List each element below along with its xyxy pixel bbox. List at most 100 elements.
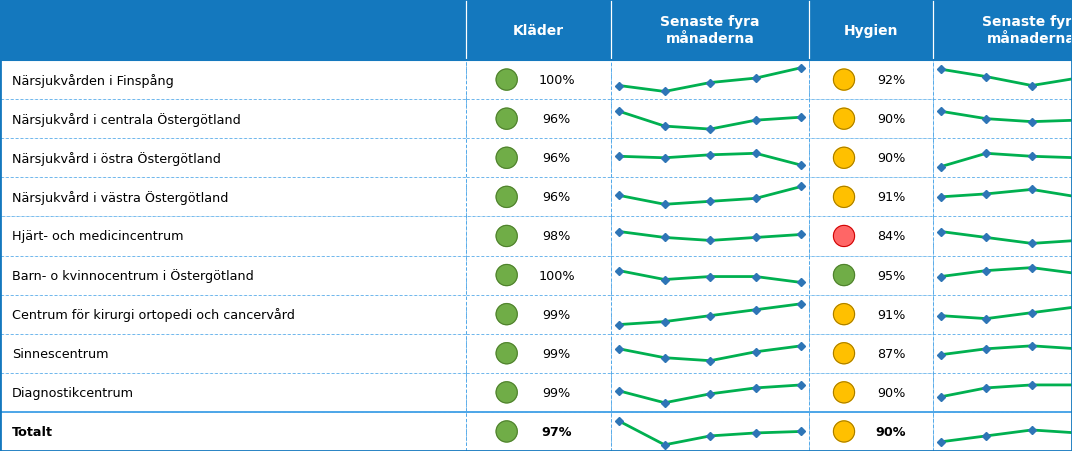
Text: Centrum för kirurgi ortopedi och cancervård: Centrum för kirurgi ortopedi och cancerv… — [12, 308, 295, 322]
Text: 96%: 96% — [542, 113, 570, 126]
Text: 96%: 96% — [542, 191, 570, 204]
FancyBboxPatch shape — [466, 373, 611, 412]
FancyBboxPatch shape — [809, 61, 933, 100]
FancyBboxPatch shape — [466, 412, 611, 451]
FancyBboxPatch shape — [611, 100, 809, 139]
Text: 96%: 96% — [542, 152, 570, 165]
FancyBboxPatch shape — [933, 139, 1072, 178]
FancyBboxPatch shape — [611, 295, 809, 334]
FancyBboxPatch shape — [611, 0, 809, 61]
FancyBboxPatch shape — [933, 295, 1072, 334]
Text: Sinnescentrum: Sinnescentrum — [12, 347, 108, 360]
Circle shape — [833, 265, 854, 286]
FancyBboxPatch shape — [466, 217, 611, 256]
FancyBboxPatch shape — [611, 334, 809, 373]
FancyBboxPatch shape — [611, 373, 809, 412]
FancyBboxPatch shape — [809, 217, 933, 256]
Text: Närsjukvård i västra Östergötland: Närsjukvård i västra Östergötland — [12, 190, 228, 204]
FancyBboxPatch shape — [466, 178, 611, 217]
FancyBboxPatch shape — [933, 0, 1072, 61]
FancyBboxPatch shape — [611, 139, 809, 178]
FancyBboxPatch shape — [466, 100, 611, 139]
Circle shape — [833, 109, 854, 130]
Text: Diagnostikcentrum: Diagnostikcentrum — [12, 386, 134, 399]
FancyBboxPatch shape — [809, 256, 933, 295]
Text: Barn- o kvinnocentrum i Östergötland: Barn- o kvinnocentrum i Östergötland — [12, 268, 254, 282]
FancyBboxPatch shape — [611, 256, 809, 295]
FancyBboxPatch shape — [0, 373, 466, 412]
FancyBboxPatch shape — [611, 217, 809, 256]
Text: 99%: 99% — [542, 386, 570, 399]
Text: 98%: 98% — [542, 230, 571, 243]
Circle shape — [496, 70, 517, 91]
Circle shape — [496, 304, 517, 325]
Text: 100%: 100% — [538, 74, 575, 87]
Circle shape — [496, 109, 517, 130]
FancyBboxPatch shape — [611, 178, 809, 217]
Text: 97%: 97% — [541, 425, 572, 438]
Circle shape — [833, 304, 854, 325]
FancyBboxPatch shape — [0, 217, 466, 256]
FancyBboxPatch shape — [933, 256, 1072, 295]
FancyBboxPatch shape — [466, 0, 611, 61]
Circle shape — [833, 421, 854, 442]
FancyBboxPatch shape — [933, 178, 1072, 217]
Circle shape — [833, 70, 854, 91]
FancyBboxPatch shape — [0, 412, 466, 451]
Circle shape — [833, 382, 854, 403]
FancyBboxPatch shape — [809, 373, 933, 412]
FancyBboxPatch shape — [809, 139, 933, 178]
Text: 95%: 95% — [877, 269, 905, 282]
FancyBboxPatch shape — [933, 100, 1072, 139]
FancyBboxPatch shape — [611, 61, 809, 100]
FancyBboxPatch shape — [466, 61, 611, 100]
Text: 90%: 90% — [877, 113, 905, 126]
FancyBboxPatch shape — [809, 334, 933, 373]
FancyBboxPatch shape — [809, 100, 933, 139]
Text: 90%: 90% — [877, 152, 905, 165]
FancyBboxPatch shape — [466, 295, 611, 334]
FancyBboxPatch shape — [809, 412, 933, 451]
FancyBboxPatch shape — [0, 295, 466, 334]
FancyBboxPatch shape — [933, 334, 1072, 373]
Circle shape — [833, 148, 854, 169]
Circle shape — [496, 382, 517, 403]
Circle shape — [496, 187, 517, 208]
FancyBboxPatch shape — [0, 100, 466, 139]
Text: 90%: 90% — [876, 425, 906, 438]
FancyBboxPatch shape — [0, 61, 466, 100]
FancyBboxPatch shape — [933, 61, 1072, 100]
FancyBboxPatch shape — [0, 139, 466, 178]
Text: 99%: 99% — [542, 308, 570, 321]
Text: 91%: 91% — [877, 191, 905, 204]
Circle shape — [496, 226, 517, 247]
FancyBboxPatch shape — [0, 178, 466, 217]
Text: Hjärt- och medicincentrum: Hjärt- och medicincentrum — [12, 230, 183, 243]
Circle shape — [496, 421, 517, 442]
Circle shape — [496, 343, 517, 364]
FancyBboxPatch shape — [0, 334, 466, 373]
Text: Totalt: Totalt — [12, 425, 53, 438]
FancyBboxPatch shape — [466, 139, 611, 178]
Text: 99%: 99% — [542, 347, 570, 360]
FancyBboxPatch shape — [933, 217, 1072, 256]
Text: Senaste fyra
månaderna: Senaste fyra månaderna — [660, 15, 760, 46]
FancyBboxPatch shape — [466, 256, 611, 295]
FancyBboxPatch shape — [933, 373, 1072, 412]
Text: Hygien: Hygien — [844, 23, 898, 37]
FancyBboxPatch shape — [809, 295, 933, 334]
Circle shape — [833, 226, 854, 247]
FancyBboxPatch shape — [0, 256, 466, 295]
FancyBboxPatch shape — [809, 0, 933, 61]
FancyBboxPatch shape — [611, 412, 809, 451]
Text: Närsjukvården i Finspång: Närsjukvården i Finspång — [12, 74, 174, 87]
Circle shape — [496, 148, 517, 169]
Text: 84%: 84% — [877, 230, 905, 243]
Text: Närsjukvård i östra Östergötland: Närsjukvård i östra Östergötland — [12, 152, 221, 166]
Circle shape — [833, 343, 854, 364]
Text: 92%: 92% — [877, 74, 905, 87]
Circle shape — [833, 187, 854, 208]
Text: 100%: 100% — [538, 269, 575, 282]
FancyBboxPatch shape — [933, 412, 1072, 451]
Text: Närsjukvård i centrala Östergötland: Närsjukvård i centrala Östergötland — [12, 112, 241, 126]
